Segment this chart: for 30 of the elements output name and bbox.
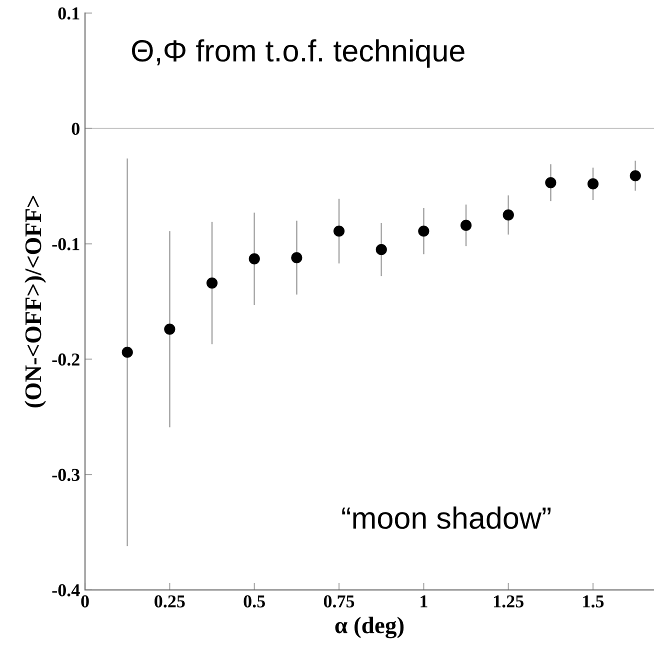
x-tick-label: 0.25 <box>154 595 185 608</box>
point <box>122 346 133 358</box>
x-axis-title: α (deg) <box>335 616 404 638</box>
point <box>545 177 556 188</box>
y-tick-label: -0.4 <box>52 584 80 596</box>
y-tick-label: -0.2 <box>52 353 80 366</box>
point <box>248 253 260 264</box>
y-tick-label: -0.3 <box>52 468 80 482</box>
point <box>460 220 472 231</box>
point <box>418 226 430 237</box>
point <box>291 252 302 264</box>
point <box>587 178 599 190</box>
point <box>502 209 514 221</box>
x-tick-label: 1.5 <box>583 595 604 608</box>
x-tick-label: 0 <box>81 595 89 608</box>
point <box>164 324 176 335</box>
y-tick-label: -0.1 <box>52 238 80 250</box>
point <box>206 277 218 289</box>
x-tick-label: 0.75 <box>324 595 354 608</box>
annotation: Θ,Φ from t.o.f. technique <box>132 39 464 68</box>
point <box>376 244 387 256</box>
x-tick-label: 0.5 <box>244 595 265 608</box>
point <box>630 170 641 182</box>
annotation: “moon shadow” <box>342 506 551 529</box>
x-tick-label: 1.25 <box>494 595 524 608</box>
y-tick-label: 0.1 <box>58 7 80 20</box>
x-tick-label: 1 <box>420 595 428 608</box>
y-axis-title: (ON-<OFF>)/<OFF> <box>24 196 46 408</box>
y-tick-label: 0 <box>72 122 80 135</box>
point <box>333 226 345 237</box>
